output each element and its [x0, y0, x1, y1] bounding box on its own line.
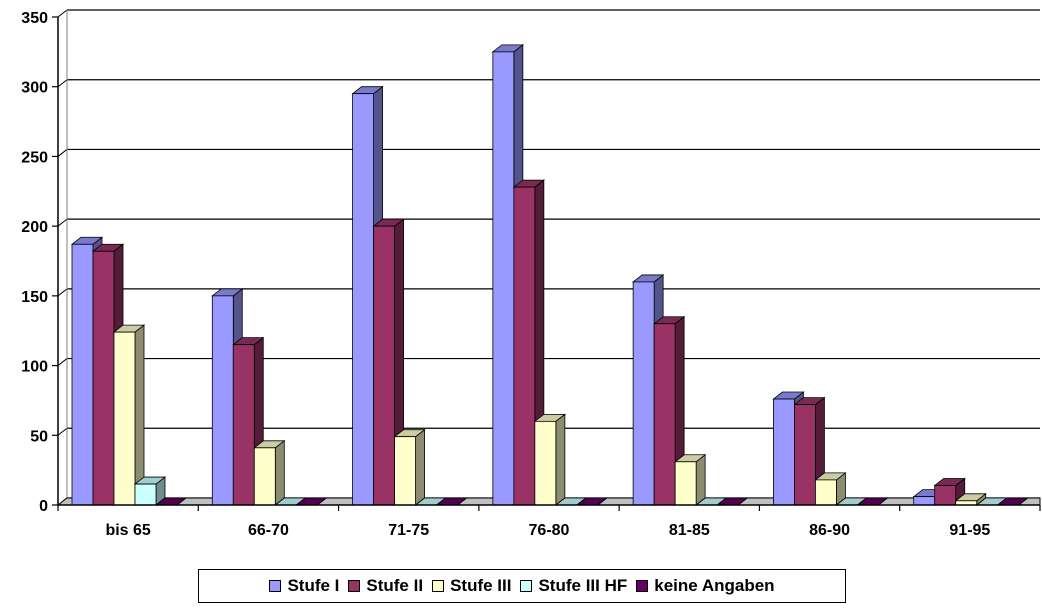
gridline-connector	[57, 79, 68, 88]
legend-label: keine Angaben	[654, 576, 775, 595]
y-tick-label: 0	[39, 498, 48, 515]
bar-front	[211, 295, 234, 506]
x-tick-label: 86-90	[809, 522, 850, 539]
legend-label: Stufe III	[450, 576, 512, 595]
gridline-connector	[57, 358, 68, 366]
legend-item: Stufe II	[348, 576, 423, 596]
bar-front	[394, 436, 416, 506]
bar	[954, 492, 987, 506]
bar	[533, 413, 567, 506]
legend-item: Stufe III HF	[520, 576, 627, 596]
bar-front	[352, 93, 374, 506]
y-tick-label: 50	[30, 428, 48, 445]
legend-item: keine Angaben	[636, 576, 775, 596]
bar-front	[913, 496, 936, 506]
y-tick-label: 350	[21, 10, 48, 27]
bar	[715, 497, 749, 506]
legend-swatch	[520, 580, 533, 592]
bar-chart: 0 50 100 150 200 250 300 350 bis 65 66-70 71-75 76-…	[21, 9, 1041, 539]
bars	[70, 44, 1029, 506]
legend-item: Stufe I	[269, 576, 339, 596]
legend-label: Stufe I	[287, 576, 340, 595]
bar-front	[92, 250, 115, 506]
bar-front	[653, 323, 676, 506]
gridline-connector	[57, 149, 68, 157]
y-tick-labels: 0 50 100 150 200 250 300 350	[21, 10, 58, 515]
bar-front	[632, 281, 655, 506]
legend-label: Stufe II	[366, 576, 424, 595]
legend: Stufe I Stufe II Stufe III Stufe III HF kein…	[198, 569, 846, 603]
x-tick-label: 71-75	[388, 522, 429, 539]
bar-front	[534, 420, 557, 506]
bar	[133, 476, 167, 506]
gridline-connector	[57, 9, 68, 18]
bar-side	[695, 453, 706, 506]
x-tick-label: 81-85	[669, 522, 710, 539]
bar-front	[113, 331, 136, 506]
bar	[814, 472, 847, 506]
bar-front	[773, 398, 795, 506]
x-tick-label: 76-80	[529, 522, 570, 539]
bar-side	[415, 428, 425, 506]
y-tick-label: 300	[21, 80, 48, 97]
bar-side	[274, 440, 285, 506]
legend-swatch	[432, 580, 445, 592]
bar-front	[934, 485, 957, 506]
legend-swatch	[348, 580, 361, 592]
bar-front	[232, 344, 255, 506]
x-tick-label: bis 65	[105, 522, 150, 539]
x-tick-label: 91-95	[949, 522, 990, 539]
bar-front	[674, 461, 697, 506]
bar-front	[373, 225, 395, 506]
x-tick-label: 66-70	[248, 522, 289, 539]
bar	[393, 428, 426, 506]
bar	[253, 440, 286, 506]
bar-front	[815, 479, 837, 506]
bar	[112, 324, 146, 506]
bar-front	[134, 483, 157, 506]
gridline-connector	[57, 218, 68, 227]
legend-swatch	[636, 580, 649, 592]
bar-front	[71, 243, 94, 506]
x-tick-labels: bis 65 66-70 71-75 76-80 81-85 86-90 91-95	[57, 505, 1041, 539]
legend-label: Stufe III HF	[538, 576, 628, 595]
bar-front	[492, 51, 515, 506]
bar	[673, 453, 707, 506]
bar-side	[555, 413, 566, 506]
y-tick-label: 150	[21, 289, 48, 306]
gridline-connector	[57, 288, 68, 297]
legend-item: Stufe III	[432, 576, 511, 596]
bar-front	[253, 447, 276, 506]
bar-front	[794, 404, 816, 506]
bar-front	[513, 186, 536, 506]
y-tick-label: 250	[21, 149, 48, 166]
y-tick-label: 200	[21, 219, 48, 236]
y-tick-label: 100	[21, 359, 48, 376]
legend-swatch	[269, 580, 282, 592]
bar	[372, 218, 405, 506]
gridline-connector	[57, 427, 68, 436]
